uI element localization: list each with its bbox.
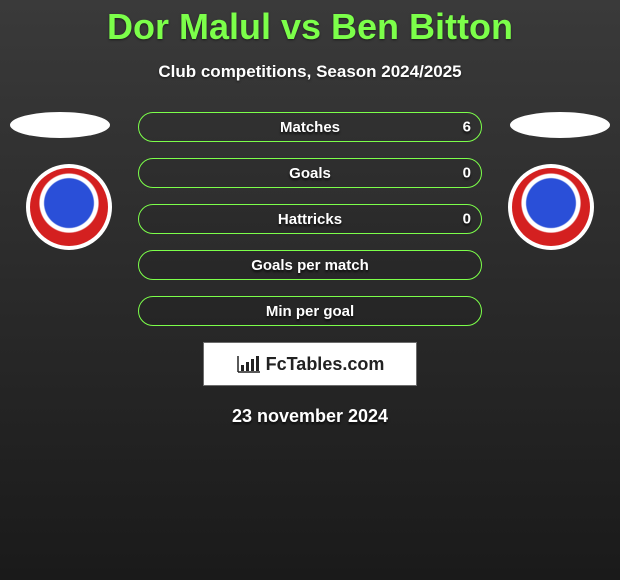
brand-box: FcTables.com — [203, 342, 417, 386]
stat-row-matches: Matches 6 — [138, 112, 482, 142]
stat-row-goals-per-match: Goals per match — [138, 250, 482, 280]
brand-text: FcTables.com — [266, 354, 385, 375]
stat-row-goals: Goals 0 — [138, 158, 482, 188]
subtitle: Club competitions, Season 2024/2025 — [0, 62, 620, 82]
stat-row-hattricks: Hattricks 0 — [138, 204, 482, 234]
stat-right-value: 0 — [463, 211, 471, 228]
player-left-avatar-placeholder — [10, 112, 110, 138]
player-right-avatar-placeholder — [510, 112, 610, 138]
club-badge-left — [26, 164, 112, 250]
stat-label: Min per goal — [266, 303, 354, 320]
stat-label: Matches — [280, 119, 340, 136]
bar-chart-icon — [236, 354, 262, 374]
stat-rows: Matches 6 Goals 0 Hattricks 0 Goals per … — [138, 112, 482, 326]
stat-row-min-per-goal: Min per goal — [138, 296, 482, 326]
stat-label: Hattricks — [278, 211, 342, 228]
stat-label: Goals — [289, 165, 331, 182]
club-badge-right — [508, 164, 594, 250]
date-text: 23 november 2024 — [0, 406, 620, 427]
page-title: Dor Malul vs Ben Bitton — [0, 0, 620, 48]
stat-right-value: 6 — [463, 119, 471, 136]
stat-right-value: 0 — [463, 165, 471, 182]
stat-label: Goals per match — [251, 257, 369, 274]
comparison-panel: Matches 6 Goals 0 Hattricks 0 Goals per … — [0, 112, 620, 427]
